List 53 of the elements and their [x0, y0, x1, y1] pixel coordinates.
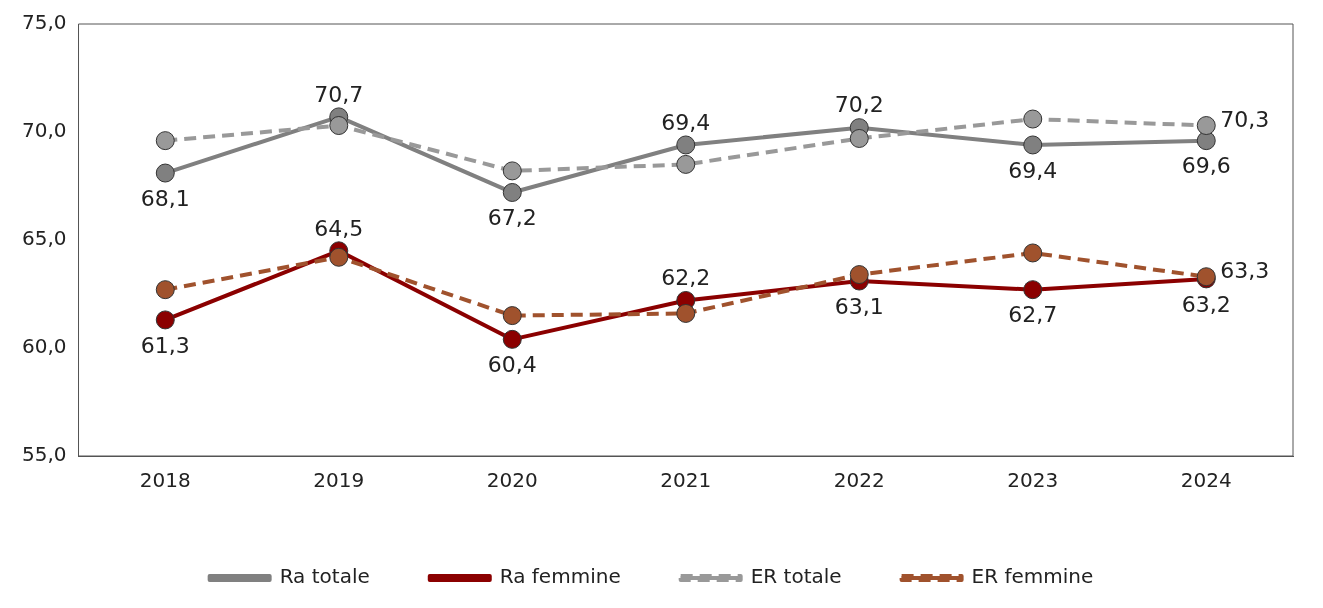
point	[676, 303, 696, 323]
point	[849, 128, 869, 148]
x-tick-label: 2021	[660, 468, 712, 493]
data-label: 70,3	[1220, 107, 1270, 133]
point	[502, 161, 522, 181]
point	[849, 265, 869, 285]
x-tick-label: 2024	[1180, 468, 1232, 493]
data-label: 69,6	[1181, 153, 1231, 179]
data-label: 62,7	[1008, 302, 1058, 328]
x-tick-label: 2023	[1007, 468, 1059, 493]
point	[1196, 116, 1216, 136]
data-label: 63,1	[834, 293, 884, 319]
data-label: 67,2	[487, 205, 537, 231]
y-tick-label: 65,0	[22, 226, 67, 251]
legend-label: Ra femmine	[499, 564, 621, 589]
data-label: 70,2	[834, 92, 884, 118]
x-tick-label: 2020	[486, 468, 538, 493]
y-tick-label: 75,0	[22, 10, 67, 35]
data-label: 63,2	[1181, 291, 1231, 317]
point	[1196, 131, 1216, 151]
point	[1023, 243, 1043, 263]
data-label: 69,4	[1008, 157, 1058, 183]
point	[329, 116, 349, 136]
point	[155, 163, 175, 183]
point	[155, 310, 175, 330]
data-label: 60,4	[487, 352, 537, 378]
data-label: 63,3	[1220, 258, 1270, 284]
data-label: 62,2	[661, 265, 711, 291]
point	[676, 135, 696, 155]
point	[502, 306, 522, 326]
legend-label: Ra totale	[279, 564, 370, 589]
x-tick-label: 2019	[313, 468, 365, 493]
legend-label: ER totale	[750, 564, 842, 589]
point	[502, 182, 522, 202]
point	[1023, 280, 1043, 300]
data-label: 61,3	[140, 332, 190, 358]
point	[155, 280, 175, 300]
point	[329, 247, 349, 267]
y-tick-label: 60,0	[22, 334, 67, 359]
point	[155, 131, 175, 151]
data-label: 64,5	[314, 215, 364, 241]
data-label: 69,4	[661, 109, 711, 135]
point	[502, 329, 522, 349]
point	[1023, 109, 1043, 129]
data-label: 68,1	[140, 185, 190, 211]
point	[1023, 135, 1043, 155]
y-tick-label: 55,0	[22, 442, 67, 467]
y-tick-label: 70,0	[22, 118, 67, 143]
data-label: 70,7	[314, 81, 364, 107]
point	[676, 154, 696, 174]
legend-label: ER femmine	[971, 564, 1094, 589]
x-tick-label: 2022	[833, 468, 885, 493]
x-tick-label: 2018	[139, 468, 191, 493]
